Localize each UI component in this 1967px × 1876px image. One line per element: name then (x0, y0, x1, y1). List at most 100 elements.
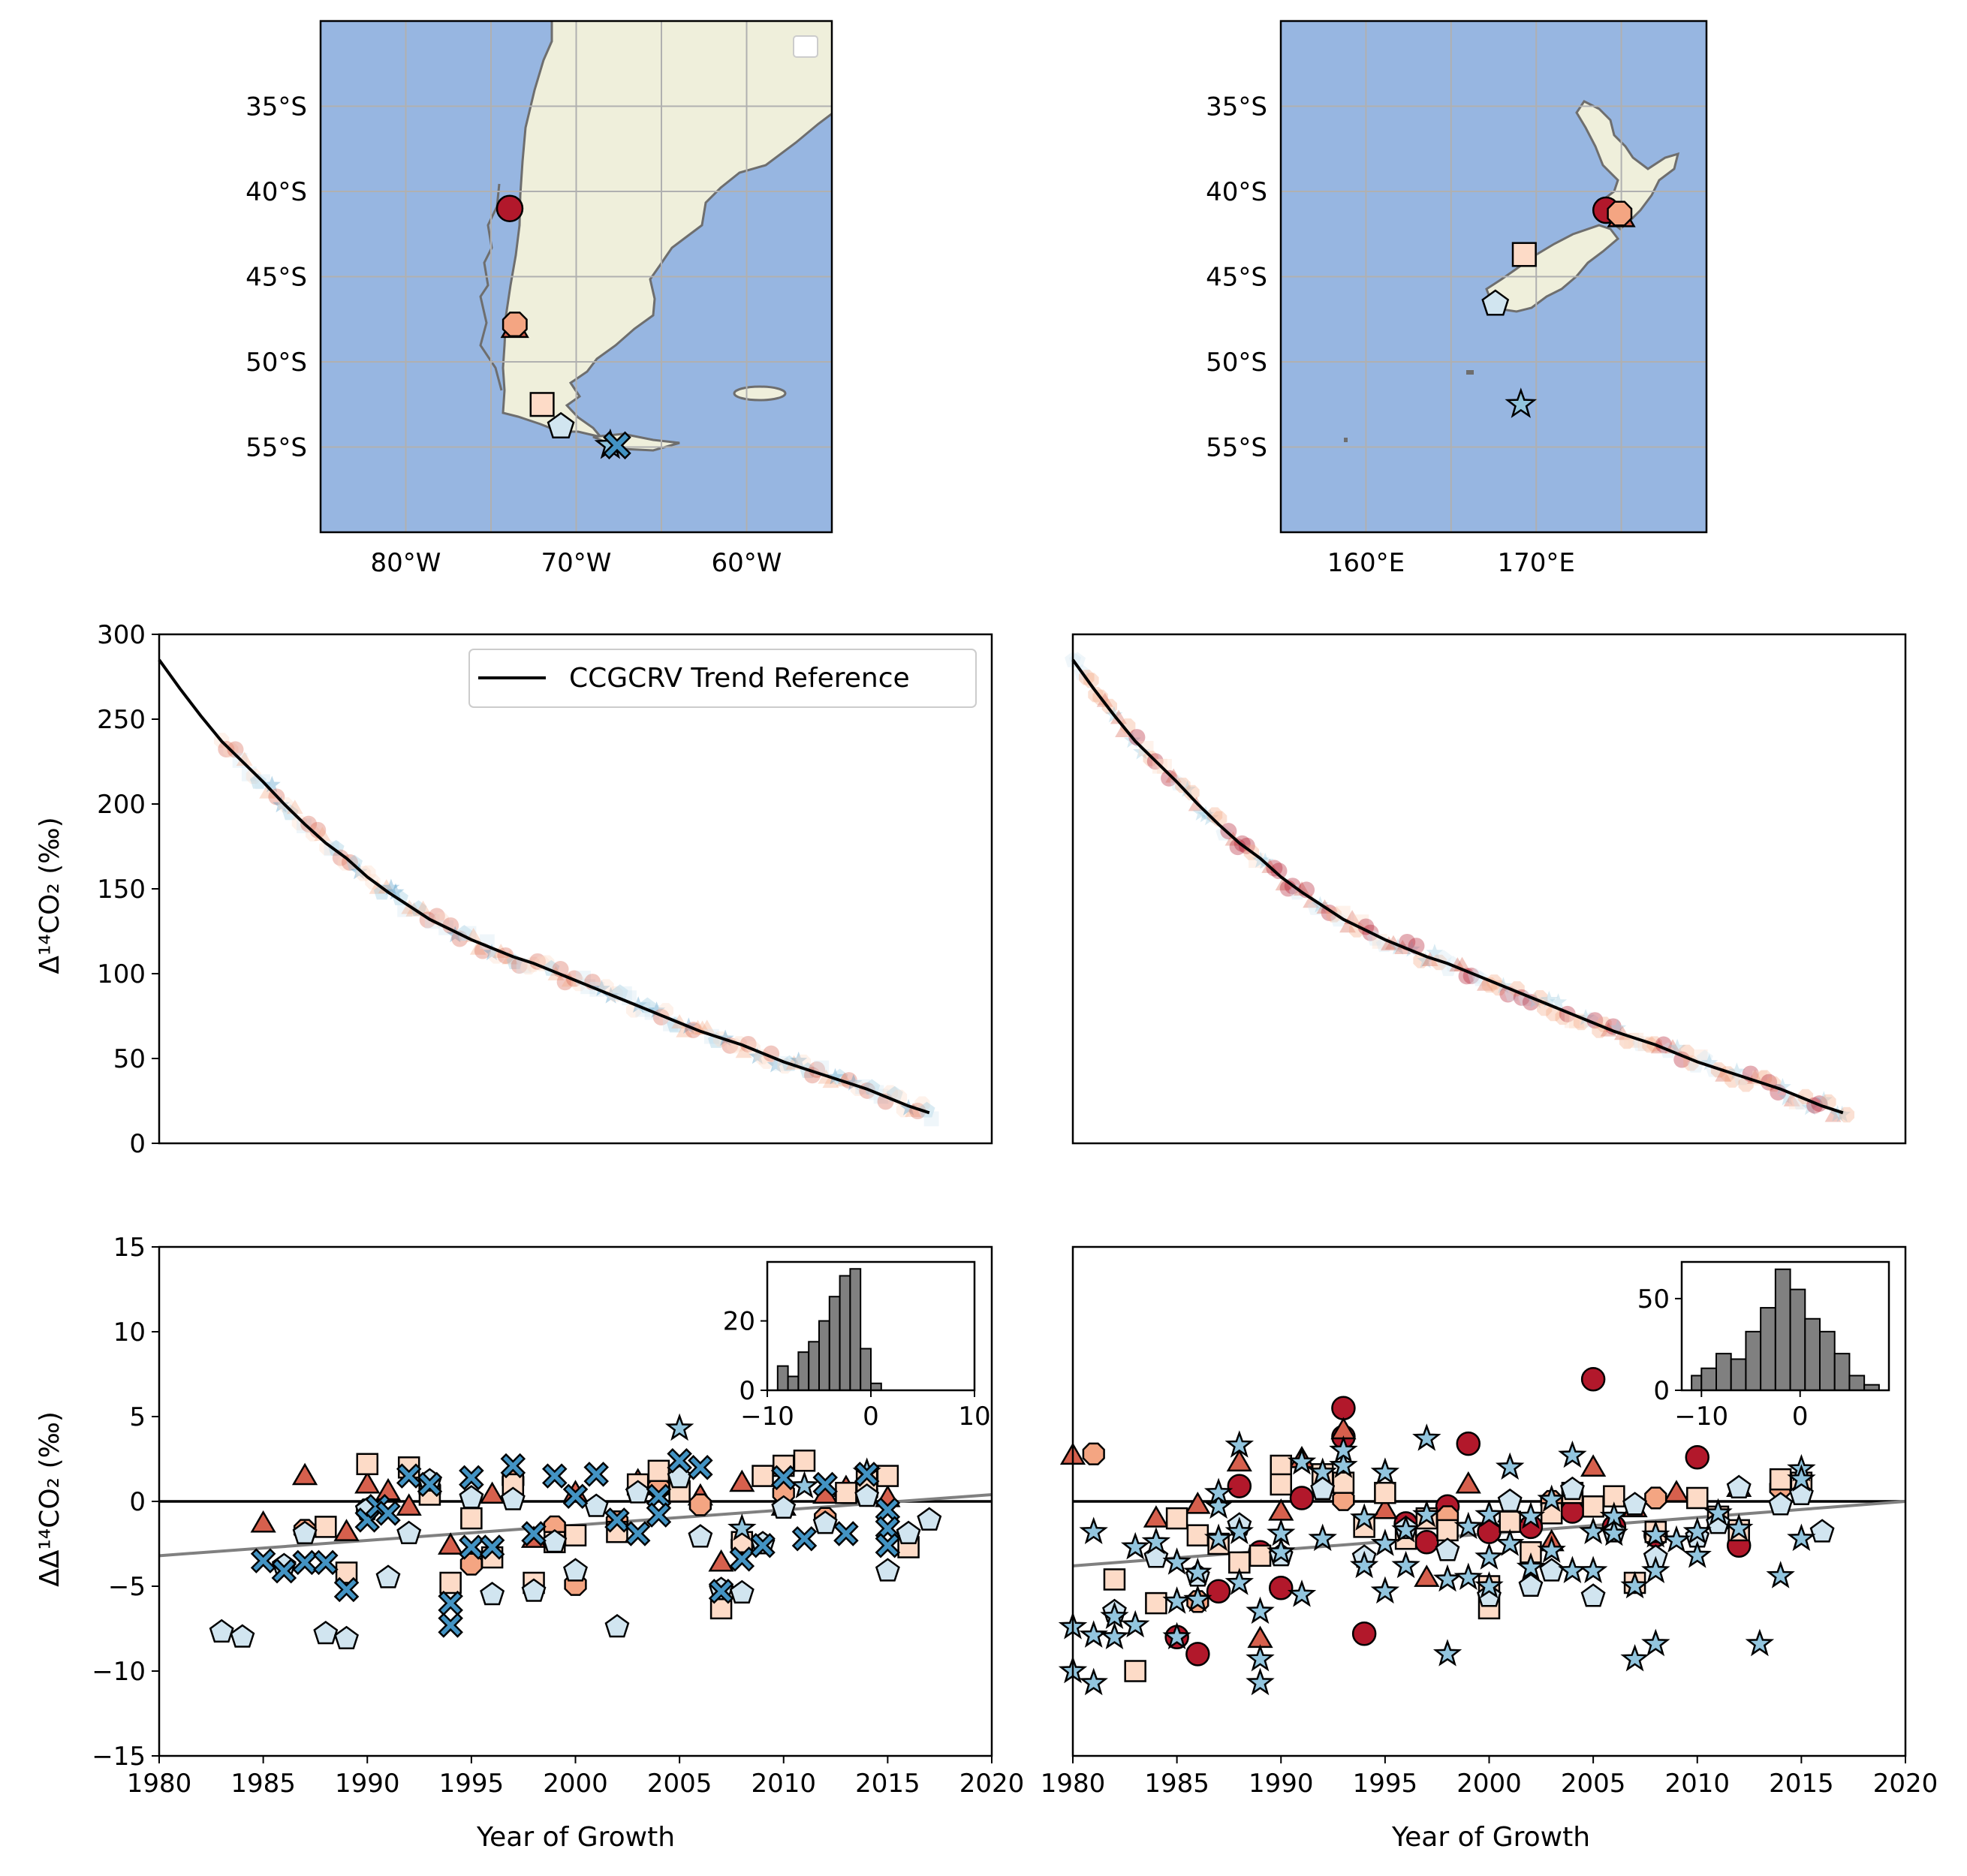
y-tick-label: 15 (113, 1233, 146, 1263)
map-gridlines (321, 21, 832, 532)
marker-square (1686, 1486, 1709, 1510)
marker-star (1550, 993, 1568, 1010)
marker-pentagon (459, 1485, 484, 1509)
marker-pentagon (688, 1524, 713, 1548)
histogram-bar (818, 1320, 830, 1392)
marker-x (833, 1521, 859, 1546)
marker-square (1270, 1473, 1292, 1496)
marker-octagon (245, 768, 261, 784)
marker-star (1246, 1667, 1275, 1696)
marker-square (529, 392, 555, 417)
marker-star (1516, 1501, 1546, 1529)
marker-pentagon (1215, 824, 1233, 841)
lat-tick-label: 40°S (1206, 177, 1267, 207)
inset-x-tick-label: 0 (1792, 1402, 1809, 1432)
map-gridlines (1281, 21, 1706, 532)
marker-pentagon (812, 1510, 838, 1534)
marker-pentagon (917, 1507, 942, 1531)
marker-x (625, 1521, 651, 1546)
marker-octagon (1175, 777, 1191, 793)
x-tick-label: 1985 (1144, 1769, 1209, 1799)
marker-triangle (1414, 1564, 1440, 1587)
marker-octagon (502, 312, 528, 338)
marker-circle (1351, 1622, 1377, 1646)
marker-star (1224, 1430, 1255, 1458)
marker-triangle (708, 1549, 734, 1572)
falkland-islands (733, 385, 787, 402)
marker-star (1100, 1601, 1129, 1629)
x-axis-label-right: Year of Growth (1391, 1822, 1590, 1853)
marker-square (1511, 242, 1537, 267)
plot-frame (158, 1245, 993, 1757)
marker-square (1124, 1660, 1146, 1682)
campbell-island (1344, 438, 1348, 442)
marker-star (1682, 1516, 1712, 1544)
marker-star (1505, 387, 1538, 418)
marker-triangle (1477, 976, 1493, 991)
x-tick-label: 1995 (1353, 1769, 1418, 1799)
histogram-bar (787, 1375, 800, 1392)
marker-square (1228, 1551, 1251, 1574)
marker-star (1412, 1423, 1441, 1451)
marker-circle (309, 821, 327, 839)
y-tick-label: 0 (129, 1487, 146, 1517)
marker-star (1537, 1535, 1566, 1563)
histogram-bar (839, 1275, 851, 1391)
marker-star (1391, 1550, 1420, 1579)
y-tick-label: −5 (108, 1572, 146, 1602)
marker-triangle (1275, 876, 1292, 891)
lon-tick-label: 80°W (371, 548, 441, 578)
marker-x (688, 1455, 713, 1480)
marker-square (1157, 758, 1172, 774)
marker-x (396, 1463, 422, 1489)
marker-square (564, 1524, 587, 1546)
marker-circle (218, 740, 235, 757)
marker-square (460, 1507, 483, 1530)
marker-square (1769, 1468, 1792, 1491)
y-axis-label-delta-delta: ΔΔ¹⁴CO₂ (‰) (35, 1411, 65, 1587)
marker-star (1787, 1464, 1816, 1492)
marker-star (1246, 1596, 1275, 1625)
marker-star (1162, 1586, 1191, 1614)
lat-tick-label: 45°S (1206, 263, 1267, 293)
marker-star (1700, 1053, 1718, 1070)
marker-star (1703, 1498, 1733, 1526)
marker-x (875, 1532, 901, 1558)
lat-tick-label: 35°S (245, 92, 307, 122)
y-tick-label: 250 (97, 705, 146, 735)
marker-triangle (1268, 1498, 1294, 1521)
marker-triangle (369, 879, 386, 894)
marker-pentagon (334, 1625, 359, 1650)
y-tick-label: −10 (92, 1657, 146, 1687)
marker-circle (1206, 1579, 1231, 1604)
lon-tick-label: 70°W (541, 548, 612, 578)
marker-pentagon (480, 1582, 505, 1606)
histogram-bar (1804, 1317, 1821, 1391)
marker-circle (1185, 1642, 1210, 1667)
marker-star (1183, 1557, 1212, 1585)
marker-triangle (1663, 1480, 1690, 1502)
marker-star (1641, 1520, 1670, 1548)
marker-x (542, 1463, 568, 1489)
marker-x (479, 1534, 505, 1560)
marker-pentagon (1809, 1519, 1835, 1543)
x-tick-label: 1980 (127, 1769, 192, 1799)
marker-star (1537, 1484, 1566, 1513)
marker-triangle (375, 1477, 402, 1501)
marker-star (1120, 1531, 1150, 1560)
marker-star (1426, 944, 1444, 960)
marker-octagon (1184, 784, 1200, 801)
marker-star (790, 1051, 808, 1068)
marker-x (667, 1447, 692, 1474)
marker-star (1412, 1499, 1441, 1528)
marker-square (793, 1450, 816, 1472)
marker-x (750, 1532, 776, 1558)
marker-pentagon (1622, 1492, 1648, 1516)
lat-tick-label: 35°S (1206, 92, 1267, 122)
marker-pentagon (875, 1558, 900, 1582)
legend-box-empty (793, 35, 818, 58)
histogram-bar (1848, 1375, 1866, 1392)
marker-star (1308, 1523, 1337, 1552)
marker-triangle (236, 751, 253, 766)
